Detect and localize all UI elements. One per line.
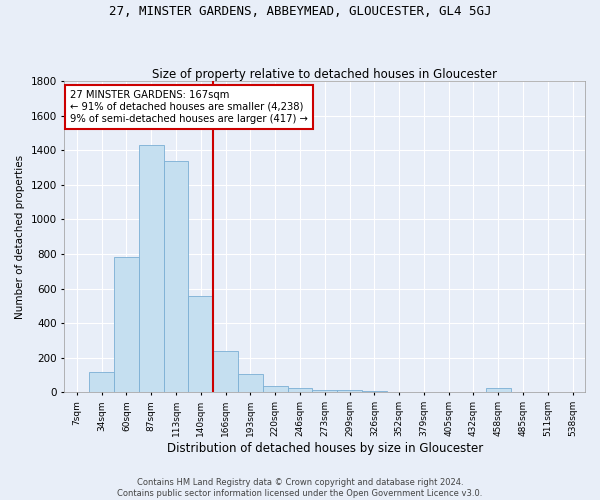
Text: Contains HM Land Registry data © Crown copyright and database right 2024.
Contai: Contains HM Land Registry data © Crown c… bbox=[118, 478, 482, 498]
Bar bbox=[188, 296, 213, 392]
Bar bbox=[139, 145, 164, 392]
Text: 27 MINSTER GARDENS: 167sqm
← 91% of detached houses are smaller (4,238)
9% of se: 27 MINSTER GARDENS: 167sqm ← 91% of deta… bbox=[70, 90, 308, 124]
Bar bbox=[287, 388, 313, 392]
Bar bbox=[486, 388, 511, 392]
Bar bbox=[238, 374, 263, 392]
Bar bbox=[164, 160, 188, 392]
X-axis label: Distribution of detached houses by size in Gloucester: Distribution of detached houses by size … bbox=[167, 442, 483, 455]
Bar bbox=[263, 386, 287, 392]
Text: 27, MINSTER GARDENS, ABBEYMEAD, GLOUCESTER, GL4 5GJ: 27, MINSTER GARDENS, ABBEYMEAD, GLOUCEST… bbox=[109, 5, 491, 18]
Bar bbox=[213, 351, 238, 393]
Title: Size of property relative to detached houses in Gloucester: Size of property relative to detached ho… bbox=[152, 68, 497, 81]
Bar bbox=[313, 390, 337, 392]
Bar bbox=[362, 390, 386, 392]
Bar bbox=[89, 372, 114, 392]
Y-axis label: Number of detached properties: Number of detached properties bbox=[15, 154, 25, 319]
Bar bbox=[114, 258, 139, 392]
Bar bbox=[337, 390, 362, 392]
